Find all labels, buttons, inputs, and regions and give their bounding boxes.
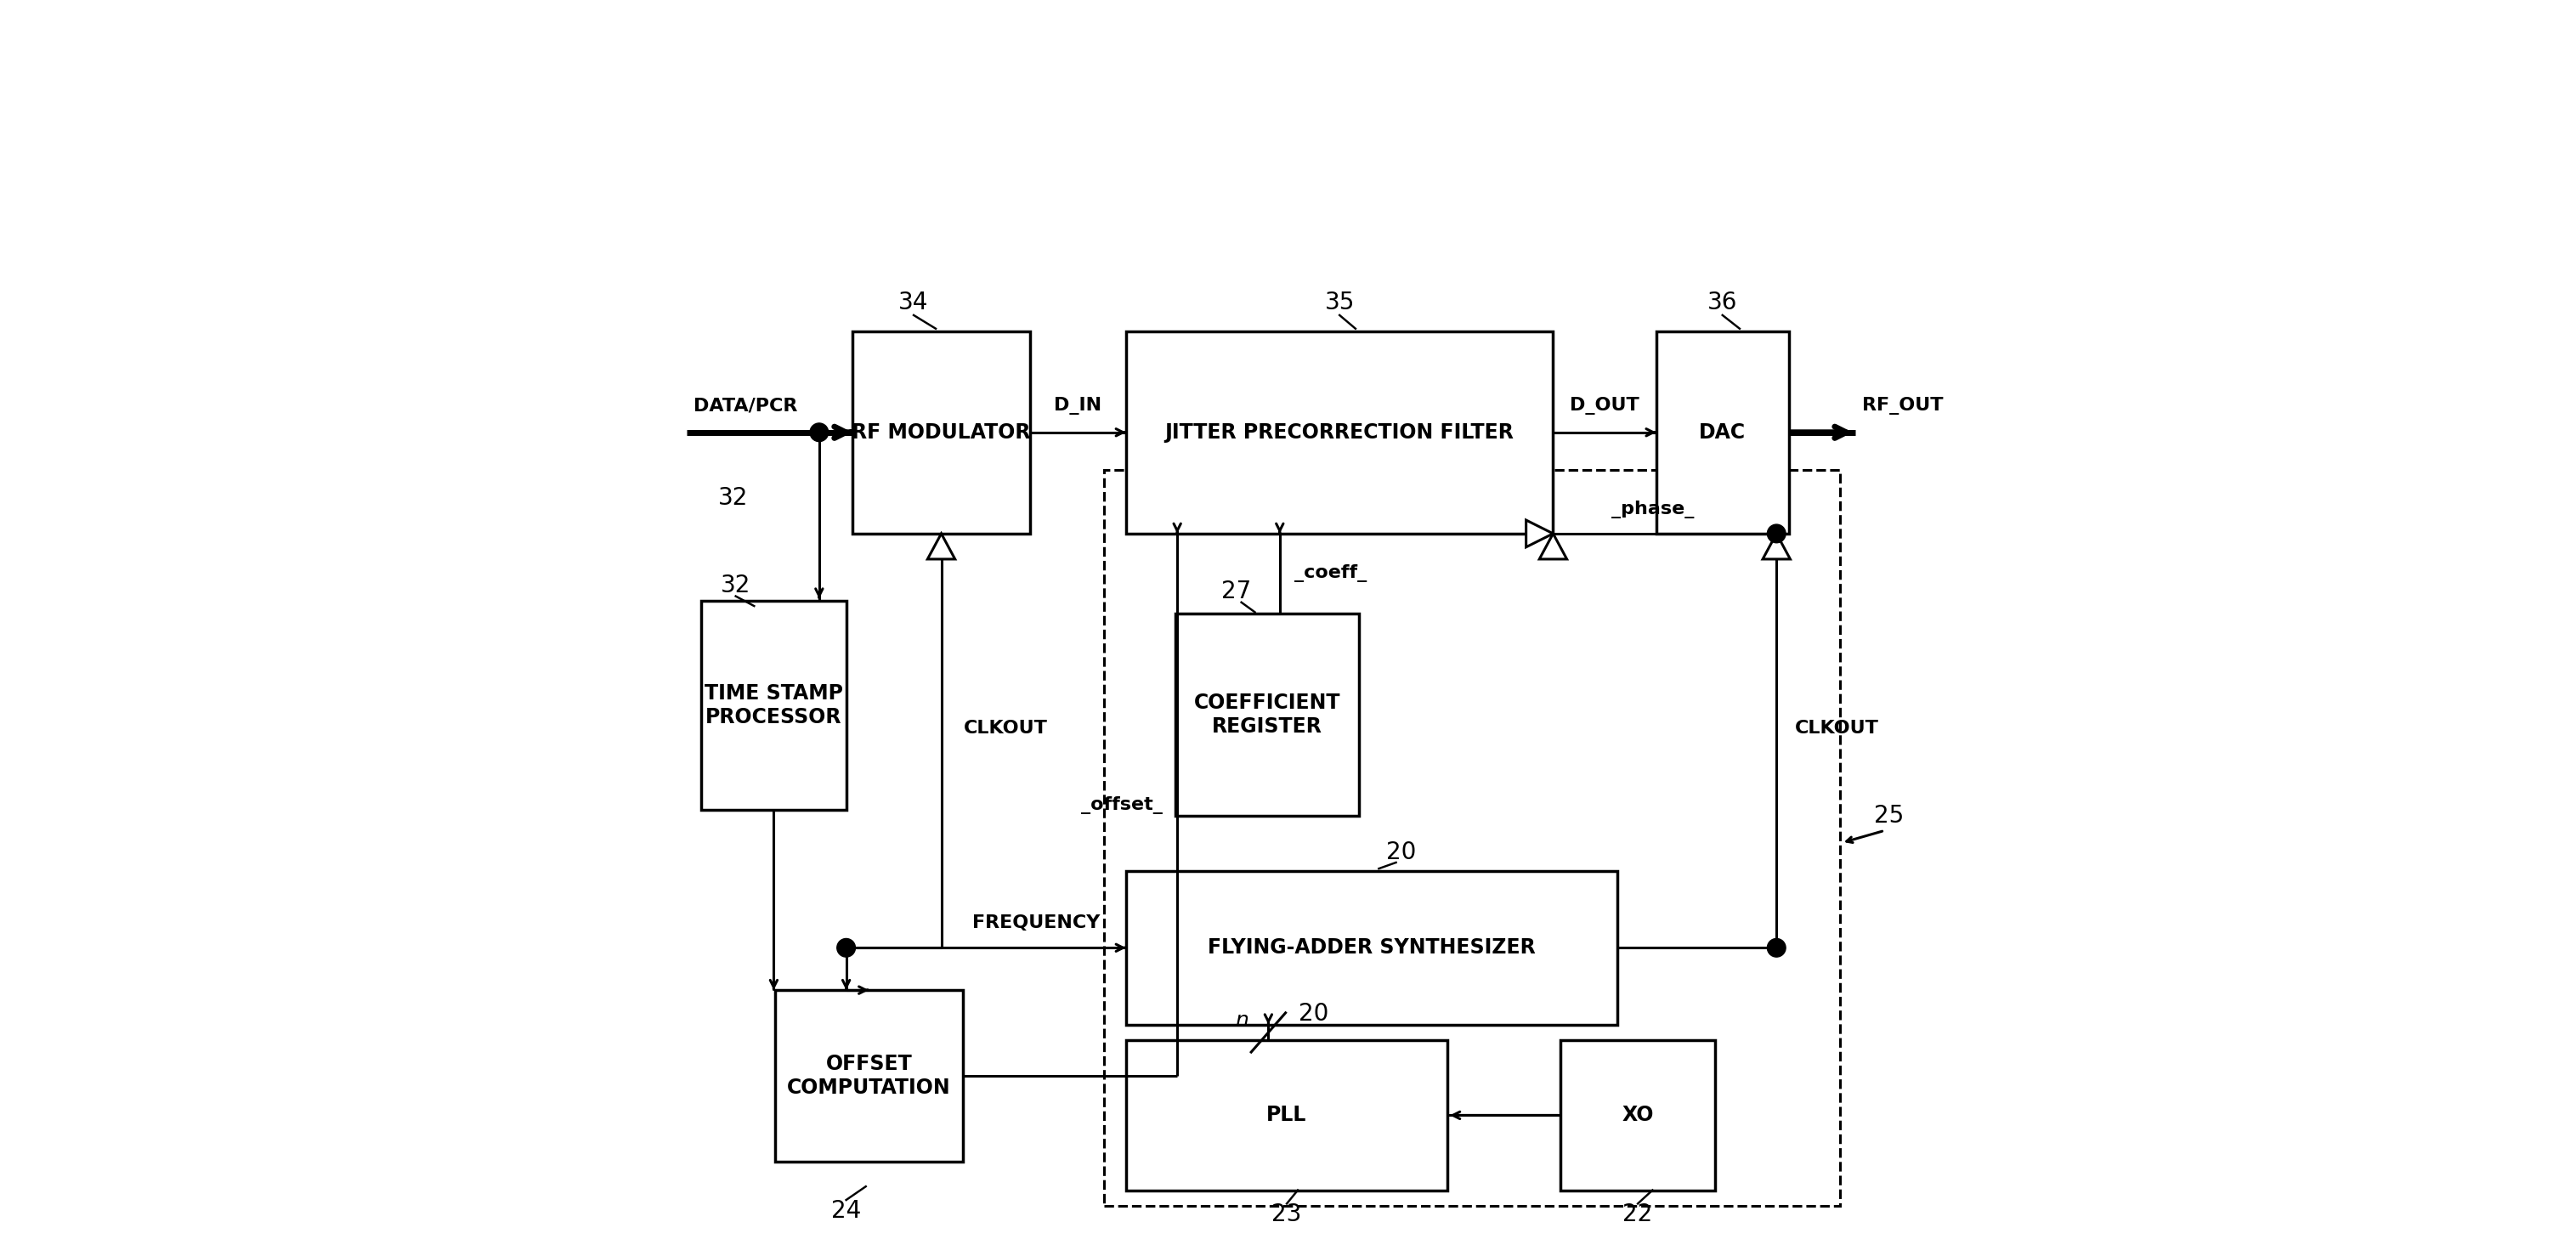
FancyBboxPatch shape	[1656, 331, 1788, 534]
Text: RF_OUT: RF_OUT	[1862, 396, 1942, 414]
FancyBboxPatch shape	[853, 331, 1030, 534]
Text: DATA/PCR: DATA/PCR	[693, 396, 799, 414]
Text: _phase_: _phase_	[1610, 501, 1695, 518]
FancyBboxPatch shape	[1561, 1041, 1716, 1191]
Text: D_IN: D_IN	[1054, 396, 1103, 414]
Text: JITTER PRECORRECTION FILTER: JITTER PRECORRECTION FILTER	[1164, 422, 1515, 442]
Text: 36: 36	[1708, 291, 1736, 315]
FancyBboxPatch shape	[1126, 331, 1553, 534]
Circle shape	[1767, 939, 1785, 957]
Text: n: n	[1236, 1010, 1249, 1031]
Text: DAC: DAC	[1700, 422, 1747, 442]
Polygon shape	[1762, 534, 1790, 559]
Text: OFFSET
COMPUTATION: OFFSET COMPUTATION	[788, 1054, 951, 1098]
Text: FLYING-ADDER SYNTHESIZER: FLYING-ADDER SYNTHESIZER	[1208, 938, 1535, 958]
FancyBboxPatch shape	[1175, 613, 1360, 815]
Text: 23: 23	[1273, 1203, 1301, 1227]
FancyBboxPatch shape	[1126, 1041, 1448, 1191]
Text: XO: XO	[1623, 1105, 1654, 1125]
Text: FREQUENCY: FREQUENCY	[971, 914, 1100, 932]
Text: 20: 20	[1298, 1002, 1329, 1026]
Text: PLL: PLL	[1267, 1105, 1306, 1125]
Text: RF MODULATOR: RF MODULATOR	[853, 422, 1030, 442]
Text: 32: 32	[721, 574, 750, 597]
Text: 27: 27	[1221, 580, 1252, 603]
Text: D_OUT: D_OUT	[1569, 396, 1638, 414]
Circle shape	[837, 939, 855, 957]
Text: 25: 25	[1875, 804, 1904, 828]
Text: COEFFICIENT
REGISTER: COEFFICIENT REGISTER	[1193, 693, 1340, 737]
Text: TIME STAMP
PROCESSOR: TIME STAMP PROCESSOR	[703, 684, 842, 727]
FancyBboxPatch shape	[1126, 871, 1618, 1025]
Polygon shape	[1540, 534, 1566, 559]
Text: 34: 34	[899, 291, 930, 315]
Circle shape	[1767, 524, 1785, 543]
Text: 24: 24	[832, 1199, 860, 1223]
Text: 35: 35	[1324, 291, 1355, 315]
Text: _coeff_: _coeff_	[1296, 565, 1368, 582]
FancyBboxPatch shape	[701, 601, 845, 810]
FancyBboxPatch shape	[775, 990, 963, 1162]
Text: CLKOUT: CLKOUT	[963, 720, 1048, 737]
Text: 20: 20	[1386, 841, 1417, 865]
Text: 22: 22	[1623, 1203, 1654, 1227]
Text: _offset_: _offset_	[1082, 795, 1162, 814]
Polygon shape	[1525, 520, 1553, 548]
Circle shape	[809, 424, 829, 441]
Text: CLKOUT: CLKOUT	[1795, 720, 1878, 737]
Text: 32: 32	[719, 487, 747, 510]
Polygon shape	[927, 534, 956, 559]
